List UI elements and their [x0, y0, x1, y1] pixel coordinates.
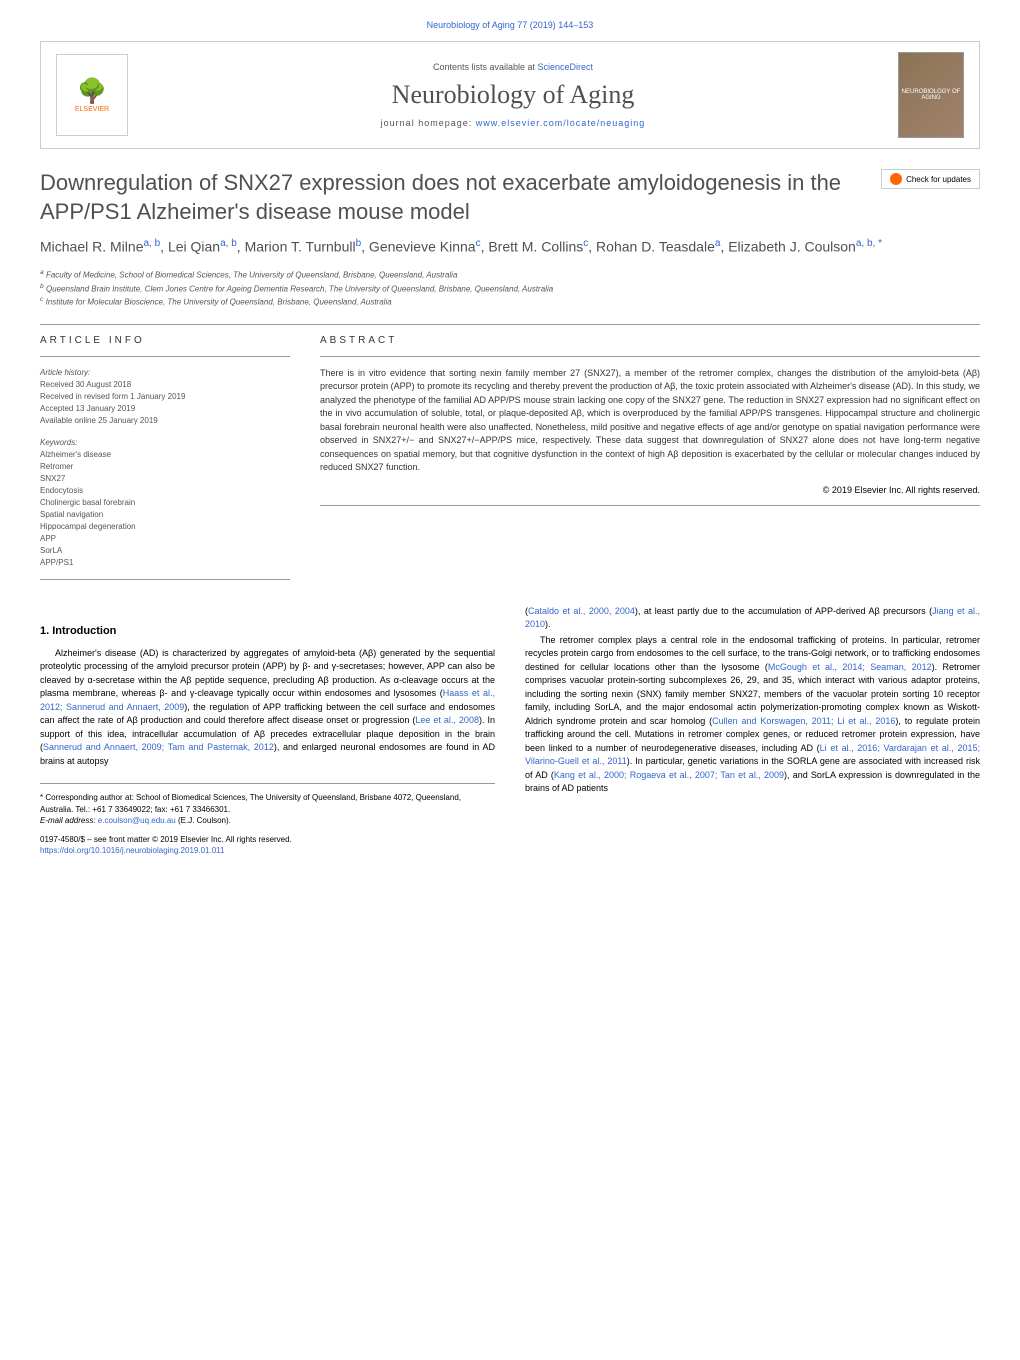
history-revised: Received in revised form 1 January 2019 — [40, 391, 290, 403]
author-7: , Elizabeth J. Coulson — [720, 239, 855, 255]
cite-4[interactable]: Cataldo et al., 2000, 2004 — [528, 606, 635, 616]
affiliation-b: b Queensland Brain Institute, Clem Jones… — [40, 282, 980, 296]
divider-info — [40, 356, 290, 357]
info-abstract-row: ARTICLE INFO Article history: Received 3… — [40, 335, 980, 590]
contents-line: Contents lists available at ScienceDirec… — [128, 62, 898, 72]
abstract-copyright: © 2019 Elsevier Inc. All rights reserved… — [320, 485, 980, 495]
abstract-text: There is in vitro evidence that sorting … — [320, 367, 980, 475]
keyword-3: Endocytosis — [40, 485, 290, 497]
author-4: , Genevieve Kinna — [361, 239, 475, 255]
article-title: Downregulation of SNX27 expression does … — [40, 169, 980, 226]
history-online: Available online 25 January 2019 — [40, 415, 290, 427]
history-accepted: Accepted 13 January 2019 — [40, 403, 290, 415]
author-2-aff[interactable]: a, b — [220, 238, 237, 249]
cite-6[interactable]: McGough et al., 2014; Seaman, 2012 — [768, 662, 932, 672]
elsevier-logo: 🌳 ELSEVIER — [56, 54, 128, 136]
email-link[interactable]: e.coulson@uq.edu.au — [98, 816, 176, 825]
intro-text-left: Alzheimer's disease (AD) is characterize… — [40, 647, 495, 769]
corresponding-author: * Corresponding author at: School of Bio… — [40, 792, 495, 814]
keyword-5: Spatial navigation — [40, 509, 290, 521]
cite-9[interactable]: Kang et al., 2000; Rogaeva et al., 2007;… — [554, 770, 784, 780]
body-columns: 1. Introduction Alzheimer's disease (AD)… — [40, 605, 980, 856]
footer-left: * Corresponding author at: School of Bio… — [40, 783, 495, 856]
sciencedirect-link[interactable]: ScienceDirect — [538, 62, 594, 72]
divider-abstract — [320, 356, 980, 357]
keyword-9: APP/PS1 — [40, 557, 290, 569]
affiliation-a: a Faculty of Medicine, School of Biomedi… — [40, 268, 980, 282]
keyword-1: Retromer — [40, 461, 290, 473]
article-history: Article history: Received 30 August 2018… — [40, 367, 290, 427]
journal-title: Neurobiology of Aging — [128, 80, 898, 110]
keyword-2: SNX27 — [40, 473, 290, 485]
cite-2[interactable]: Lee et al., 2008 — [415, 715, 479, 725]
author-1-aff[interactable]: a, b — [143, 238, 160, 249]
check-updates-icon — [890, 173, 902, 185]
journal-ref-top: Neurobiology of Aging 77 (2019) 144–153 — [40, 20, 980, 31]
doi-link[interactable]: https://doi.org/10.1016/j.neurobiolaging… — [40, 845, 495, 856]
keyword-6: Hippocampal degeneration — [40, 521, 290, 533]
affiliation-c: c Institute for Molecular Bioscience, Th… — [40, 295, 980, 309]
body-col-right: (Cataldo et al., 2000, 2004), at least p… — [525, 605, 980, 856]
check-updates-label: Check for updates — [906, 175, 971, 184]
author-5: , Brett M. Collins — [481, 239, 584, 255]
issn-line: 0197-4580/$ – see front matter © 2019 El… — [40, 834, 495, 845]
elsevier-label: ELSEVIER — [75, 106, 109, 113]
homepage-line: journal homepage: www.elsevier.com/locat… — [128, 118, 898, 128]
divider-keywords — [40, 579, 290, 580]
abstract-header: ABSTRACT — [320, 335, 980, 346]
history-received: Received 30 August 2018 — [40, 379, 290, 391]
keyword-7: APP — [40, 533, 290, 545]
body-col-left: 1. Introduction Alzheimer's disease (AD)… — [40, 605, 495, 856]
author-2: , Lei Qian — [160, 239, 220, 255]
journal-cover-icon: NEUROBIOLOGY OF AGING — [898, 52, 964, 138]
intro-text-right: (Cataldo et al., 2000, 2004), at least p… — [525, 605, 980, 796]
divider-abstract-end — [320, 505, 980, 506]
keyword-8: SorLA — [40, 545, 290, 557]
homepage-link[interactable]: www.elsevier.com/locate/neuaging — [476, 118, 646, 128]
author-3: , Marion T. Turnbull — [237, 239, 356, 255]
journal-ref-link[interactable]: Neurobiology of Aging 77 (2019) 144–153 — [427, 20, 594, 30]
elsevier-tree-icon: 🌳 — [77, 77, 107, 106]
history-label: Article history: — [40, 367, 290, 379]
author-1: Michael R. Milne — [40, 239, 143, 255]
keywords-block: Keywords: Alzheimer's disease Retromer S… — [40, 437, 290, 569]
abstract-col: ABSTRACT There is in vitro evidence that… — [320, 335, 980, 590]
article-info-header: ARTICLE INFO — [40, 335, 290, 346]
keyword-4: Cholinergic basal forebrain — [40, 497, 290, 509]
cite-3[interactable]: Sannerud and Annaert, 2009; Tam and Past… — [43, 742, 274, 752]
article-info-col: ARTICLE INFO Article history: Received 3… — [40, 335, 290, 590]
cite-7[interactable]: Cullen and Korswagen, 2011; Li et al., 2… — [712, 716, 895, 726]
authors-list: Michael R. Milnea, b, Lei Qiana, b, Mari… — [40, 236, 980, 258]
check-updates-button[interactable]: Check for updates — [881, 169, 980, 189]
header-center: Contents lists available at ScienceDirec… — [128, 62, 898, 128]
author-6: , Rohan D. Teasdale — [588, 239, 715, 255]
intro-heading: 1. Introduction — [40, 625, 495, 637]
author-7-aff[interactable]: a, b, * — [856, 238, 882, 249]
divider-1 — [40, 324, 980, 325]
email-line: E-mail address: e.coulson@uq.edu.au (E.J… — [40, 815, 495, 826]
affiliations: a Faculty of Medicine, School of Biomedi… — [40, 268, 980, 309]
keyword-0: Alzheimer's disease — [40, 449, 290, 461]
keywords-label: Keywords: — [40, 437, 290, 449]
header-bar: 🌳 ELSEVIER Contents lists available at S… — [40, 41, 980, 149]
